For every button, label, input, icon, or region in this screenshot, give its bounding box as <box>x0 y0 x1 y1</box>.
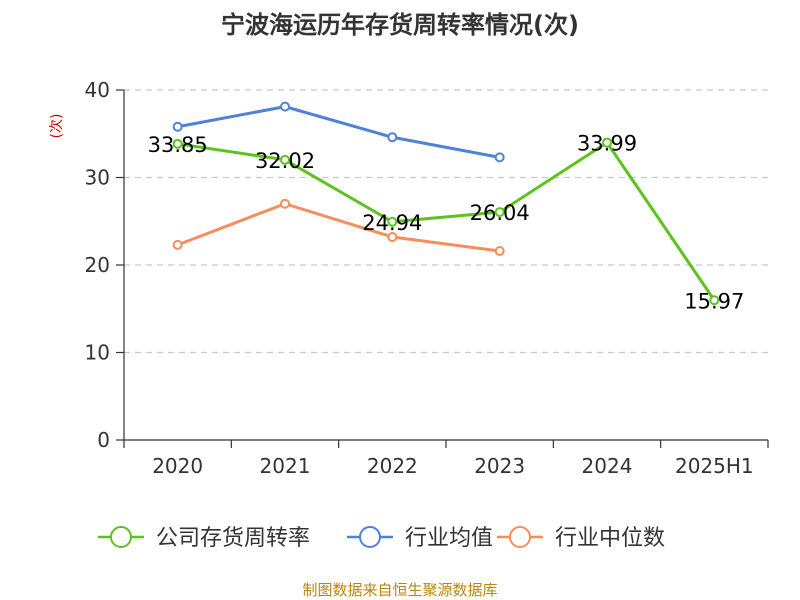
y-axis-label: (次) <box>49 114 65 139</box>
x-tick-label: 2022 <box>367 454 418 478</box>
x-tick-label: 2021 <box>260 454 311 478</box>
chart-title: 宁波海运历年存货周转率情况(次) <box>221 11 579 39</box>
data-point <box>387 216 398 227</box>
data-label: 15.97 <box>684 289 744 313</box>
data-point <box>602 137 612 148</box>
data-label-layer: 33.85 32.02 24.94 26.04 33.99 15.97 <box>148 132 745 314</box>
data-point <box>280 101 290 112</box>
x-tick-label: 2023 <box>474 454 525 478</box>
series-line <box>177 105 500 159</box>
data-point <box>280 154 290 165</box>
y-tick-label: 20 <box>85 253 110 277</box>
series-line <box>177 141 716 302</box>
data-point <box>280 198 290 209</box>
x-tick-label: 2025H1 <box>675 454 754 478</box>
data-point <box>387 132 398 143</box>
data-point <box>172 239 183 250</box>
legend-marker <box>359 526 381 548</box>
grid-layer <box>124 89 768 354</box>
data-point <box>494 246 505 256</box>
data-point <box>387 232 398 242</box>
legend: 公司存货周转率 行业均值 行业中位数 <box>98 526 665 551</box>
legend-label: 行业中位数 <box>555 526 665 551</box>
data-label: 26.04 <box>470 201 530 225</box>
data-label: 33.85 <box>148 133 208 157</box>
data-label: 24.94 <box>362 211 422 235</box>
source-note: 制图数据来自恒生聚源数据库 <box>302 581 497 599</box>
data-point <box>709 295 720 306</box>
x-tick-label: 2020 <box>152 454 203 478</box>
x-tick-label: 2024 <box>582 454 633 478</box>
series-layer <box>172 101 720 306</box>
data-point <box>494 207 505 218</box>
series-line <box>177 202 500 253</box>
y-tick-label: 0 <box>97 428 110 452</box>
data-label: 32.02 <box>255 149 315 173</box>
y-tick-label: 30 <box>85 166 110 190</box>
data-point <box>172 121 183 132</box>
legend-label: 行业均值 <box>405 526 493 551</box>
legend-marker <box>110 526 132 548</box>
data-point <box>494 152 505 163</box>
y-tick-label: 10 <box>85 341 110 365</box>
axis-layer: 0 10 20 30 40 2020 2021 2022 2023 2024 2025H1 <box>85 78 769 478</box>
data-point <box>172 138 183 149</box>
y-tick-label: 40 <box>85 78 110 102</box>
legend-label: 公司存货周转率 <box>156 526 310 551</box>
legend-marker <box>509 526 531 548</box>
data-label: 33.99 <box>577 132 637 156</box>
